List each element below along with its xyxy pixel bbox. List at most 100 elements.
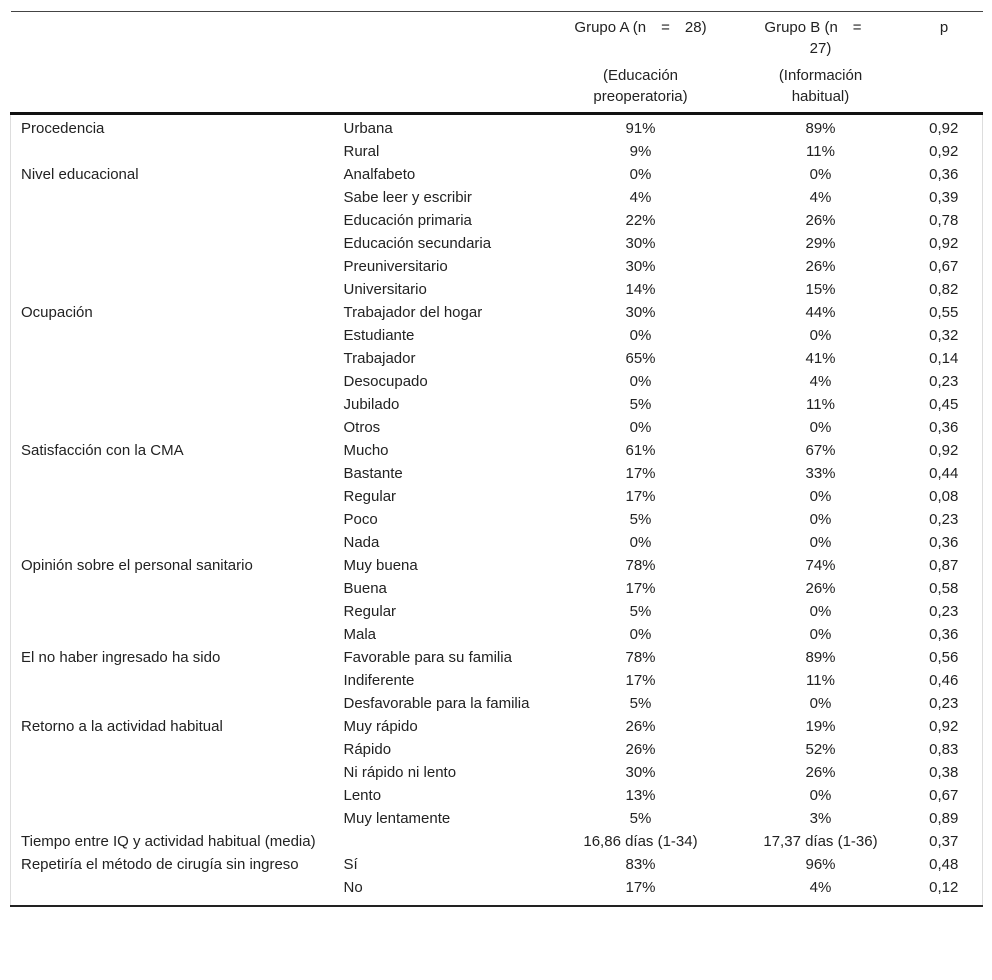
category-cell: Indiferente	[343, 672, 415, 689]
variable-cell	[10, 738, 334, 761]
group-b-value: 0%	[809, 511, 832, 528]
table-row: Estudiante 0% 0% 0,32	[10, 324, 983, 347]
header-empty-1	[11, 12, 334, 66]
table-row: Nada 0% 0% 0,36	[10, 531, 983, 554]
variable-cell: Repetiría el método de cirugía sin ingre…	[10, 853, 334, 876]
variable-cell	[10, 577, 334, 600]
group-b-value: 0%	[809, 787, 832, 804]
category-cell: Mala	[343, 626, 377, 643]
table-row: Educación secundaria 30% 29% 0,92	[10, 232, 983, 255]
group-b-value: 44%	[805, 304, 836, 321]
group-b-value: 11%	[806, 143, 835, 160]
table-row: Ocupación Trabajador del hogar 30% 44% 0,55	[10, 301, 983, 324]
group-a-value: 65%	[625, 350, 656, 367]
table-row: Regular 5% 0% 0,23	[10, 600, 983, 623]
category-cell: Estudiante	[343, 327, 415, 344]
group-b-value: 89%	[805, 649, 836, 666]
group-a-value: 91%	[625, 120, 656, 137]
group-b-value: 0%	[809, 603, 832, 620]
group-b-value: 41%	[805, 350, 836, 367]
group-a-value: 9%	[629, 143, 652, 160]
category-cell: Muy rápido	[343, 718, 418, 735]
table-row: Satisfacción con la CMA Mucho 61% 67% 0,92	[10, 439, 983, 462]
group-a-value: 30%	[625, 258, 656, 275]
variable-cell: Satisfacción con la CMA	[10, 439, 334, 462]
variable-cell	[10, 140, 334, 163]
p-value: 0,08	[905, 485, 983, 508]
p-value: 0,67	[905, 784, 983, 807]
p-value: 0,58	[905, 577, 983, 600]
header-group-b: Grupo B (n = 27)	[764, 19, 877, 57]
header-empty-4	[333, 65, 546, 115]
category-cell: Lento	[343, 787, 382, 804]
header-group-a: Grupo A (n = 28)	[574, 19, 707, 36]
group-a-value: 5%	[629, 603, 652, 620]
category-cell: Buena	[343, 580, 387, 597]
category-cell: Desfavorable para la familia	[343, 695, 530, 712]
group-b-value: 4%	[809, 879, 832, 896]
p-value: 0,92	[905, 439, 983, 462]
p-value: 0,32	[905, 324, 983, 347]
p-value: 0,92	[905, 140, 983, 163]
p-value: 0,45	[905, 393, 983, 416]
group-b-value: 0%	[809, 534, 832, 551]
group-b-value: 3%	[809, 810, 832, 827]
variable-cell	[10, 462, 334, 485]
variable-cell	[10, 669, 334, 692]
table-row: Rural 9% 11% 0,92	[10, 140, 983, 163]
variable-cell	[10, 692, 334, 715]
group-a-value: 5%	[629, 511, 652, 528]
group-a-value: 30%	[625, 304, 656, 321]
p-value: 0,38	[905, 761, 983, 784]
p-value: 0,36	[905, 531, 983, 554]
p-value: 0,44	[905, 462, 983, 485]
table-row: Indiferente 17% 11% 0,46	[10, 669, 983, 692]
category-cell: Rápido	[343, 741, 392, 758]
group-b-value: 89%	[805, 120, 836, 137]
group-b-value: 0%	[809, 695, 832, 712]
table-row: Buena 17% 26% 0,58	[10, 577, 983, 600]
group-a-value: 0%	[629, 534, 652, 551]
group-b-value: 4%	[809, 189, 832, 206]
variable-cell: Tiempo entre IQ y actividad habitual (me…	[10, 830, 334, 853]
variable-cell	[10, 186, 334, 209]
group-a-value: 78%	[625, 649, 656, 666]
category-cell	[334, 830, 546, 853]
p-value: 0,56	[905, 646, 983, 669]
group-a-value: 0%	[629, 419, 652, 436]
category-cell: Trabajador del hogar	[343, 304, 483, 321]
p-value: 0,48	[905, 853, 983, 876]
group-b-value: 52%	[805, 741, 836, 758]
group-b-value: 17,37 días (1-36)	[763, 833, 878, 850]
group-b-value: 67%	[805, 442, 836, 459]
group-b-value: 26%	[805, 258, 836, 275]
table-row: Poco 5% 0% 0,23	[10, 508, 983, 531]
group-a-value: 17%	[625, 488, 656, 505]
category-cell: Bastante	[343, 465, 403, 482]
table-row: Procedencia Urbana 91% 89% 0,92	[10, 113, 983, 140]
p-value: 0,37	[905, 830, 983, 853]
p-value: 0,82	[905, 278, 983, 301]
category-cell: Otros	[343, 419, 381, 436]
group-a-value: 83%	[625, 856, 656, 873]
category-cell: Sabe leer y escribir	[343, 189, 472, 206]
p-value: 0,23	[905, 370, 983, 393]
variable-cell	[10, 255, 334, 278]
table-header: Grupo A (n = 28) Grupo B (n = 27) p (Edu…	[10, 11, 983, 115]
variable-cell	[10, 531, 334, 554]
category-cell: Favorable para su familia	[343, 649, 512, 666]
variable-cell	[10, 485, 334, 508]
category-cell: Trabajador	[343, 350, 416, 367]
table-row: Ni rápido ni lento 30% 26% 0,38	[10, 761, 983, 784]
category-cell: Jubilado	[343, 396, 400, 413]
group-b-value: 0%	[809, 327, 832, 344]
category-cell: Rural	[343, 143, 380, 160]
group-a-value: 30%	[625, 764, 656, 781]
group-a-value: 5%	[629, 396, 652, 413]
variable-cell	[10, 508, 334, 531]
header-empty-2	[334, 12, 546, 66]
p-value: 0,89	[905, 807, 983, 830]
variable-cell	[10, 416, 334, 439]
variable-cell	[10, 876, 334, 906]
table-row: Regular 17% 0% 0,08	[10, 485, 983, 508]
